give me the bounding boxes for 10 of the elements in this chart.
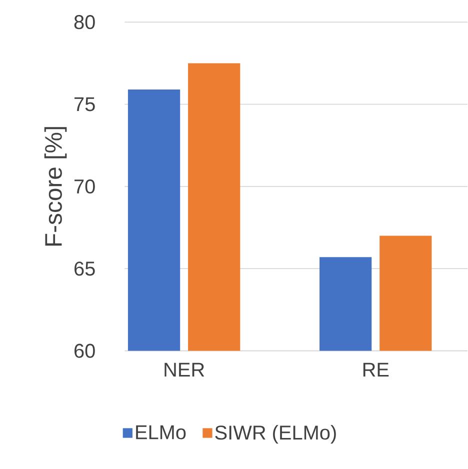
y-tick-label: 75 [74, 97, 96, 112]
y-tick-label: 80 [74, 15, 96, 30]
x-tick-label: RE [364, 362, 389, 377]
x-tick-label: NER [164, 362, 204, 377]
y-axis-title: F-score [%] [44, 127, 67, 246]
y-tick-label: 70 [74, 179, 96, 194]
y-tick-label: 60 [74, 344, 96, 358]
y-tick-label: 65 [74, 262, 96, 276]
legend-label: ELMo [136, 425, 186, 440]
legend-label: SIWR (ELMo) [215, 425, 336, 444]
